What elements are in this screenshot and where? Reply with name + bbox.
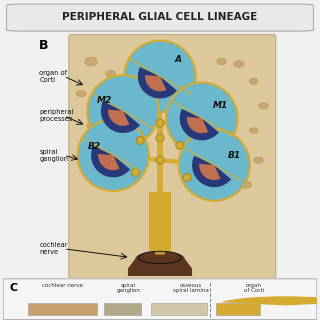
Text: B2: B2 bbox=[88, 142, 101, 151]
Text: organ of
Corti: organ of Corti bbox=[39, 70, 67, 83]
Wedge shape bbox=[192, 156, 231, 187]
Ellipse shape bbox=[135, 251, 185, 266]
Circle shape bbox=[77, 119, 149, 191]
Circle shape bbox=[183, 173, 191, 181]
Circle shape bbox=[132, 169, 139, 176]
Text: PERIPHERAL GLIAL CELL LINEAGE: PERIPHERAL GLIAL CELL LINEAGE bbox=[62, 12, 258, 22]
Wedge shape bbox=[91, 146, 130, 177]
Ellipse shape bbox=[85, 57, 97, 66]
Text: cochlear nerve: cochlear nerve bbox=[42, 283, 83, 288]
Text: peripheral
processes: peripheral processes bbox=[39, 109, 74, 122]
Text: organ
of Corti: organ of Corti bbox=[244, 283, 264, 293]
Wedge shape bbox=[108, 109, 129, 126]
FancyBboxPatch shape bbox=[3, 279, 317, 320]
Wedge shape bbox=[220, 296, 320, 305]
Text: B: B bbox=[39, 39, 49, 52]
Wedge shape bbox=[180, 109, 219, 140]
Text: M1: M1 bbox=[213, 101, 228, 110]
Polygon shape bbox=[128, 259, 192, 276]
FancyBboxPatch shape bbox=[6, 4, 314, 31]
Ellipse shape bbox=[241, 181, 252, 188]
Text: C: C bbox=[10, 284, 18, 293]
Circle shape bbox=[166, 83, 238, 154]
Wedge shape bbox=[101, 101, 140, 133]
Text: cochlear
nerve: cochlear nerve bbox=[39, 242, 68, 255]
Ellipse shape bbox=[87, 123, 95, 128]
Text: osseous
spiral lamina: osseous spiral lamina bbox=[173, 283, 209, 293]
Circle shape bbox=[87, 75, 159, 147]
Text: B1: B1 bbox=[227, 151, 241, 160]
Text: A: A bbox=[175, 55, 182, 64]
Wedge shape bbox=[187, 117, 208, 133]
Wedge shape bbox=[138, 67, 177, 99]
Text: M2: M2 bbox=[97, 97, 112, 106]
Ellipse shape bbox=[80, 153, 88, 158]
Wedge shape bbox=[98, 154, 120, 170]
Circle shape bbox=[124, 41, 196, 112]
Circle shape bbox=[156, 119, 164, 127]
Circle shape bbox=[156, 134, 164, 142]
Bar bbox=[104, 302, 141, 315]
Wedge shape bbox=[145, 75, 166, 91]
Bar bbox=[149, 192, 171, 254]
Circle shape bbox=[176, 141, 184, 149]
Ellipse shape bbox=[234, 60, 244, 68]
Bar bbox=[216, 302, 260, 315]
Circle shape bbox=[179, 129, 250, 201]
Text: spiral
ganglion: spiral ganglion bbox=[39, 149, 68, 162]
Bar bbox=[151, 302, 207, 315]
Text: spiral
ganglion: spiral ganglion bbox=[117, 283, 140, 293]
Bar bbox=[28, 302, 97, 315]
Ellipse shape bbox=[249, 78, 258, 84]
Ellipse shape bbox=[254, 157, 263, 163]
FancyBboxPatch shape bbox=[69, 35, 276, 278]
Circle shape bbox=[156, 156, 164, 164]
Ellipse shape bbox=[76, 91, 86, 97]
Circle shape bbox=[136, 136, 144, 144]
Wedge shape bbox=[199, 164, 220, 180]
Ellipse shape bbox=[106, 70, 116, 77]
Ellipse shape bbox=[259, 103, 268, 109]
Ellipse shape bbox=[249, 128, 258, 133]
Ellipse shape bbox=[217, 59, 226, 65]
